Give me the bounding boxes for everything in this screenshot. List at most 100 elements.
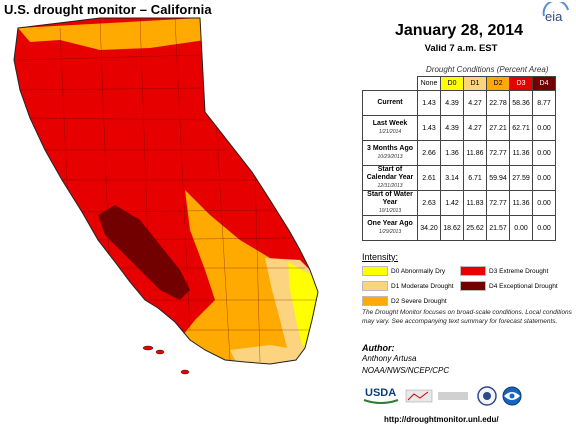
doc-seal bbox=[477, 386, 497, 406]
row-label: Start of Water Year 10/1/2013 bbox=[362, 190, 418, 216]
row-label: Start of Calendar Year 12/31/2013 bbox=[362, 165, 418, 191]
column-header-none: None bbox=[417, 76, 441, 91]
map-title: U.S. drought monitor – California bbox=[4, 2, 212, 17]
row-label: One Year Ago 1/29/2013 bbox=[362, 215, 418, 241]
table-cell: 27.59 bbox=[509, 165, 533, 191]
legend-label-d0: D0 Abnormally Dry bbox=[391, 267, 446, 275]
row-label: Last Week 1/21/2014 bbox=[362, 115, 418, 141]
legend-item-d1: D1 Moderate Drought bbox=[362, 281, 454, 291]
table-cell: 21.57 bbox=[486, 215, 510, 241]
table-row: Start of Calendar Year 12/31/2013 2.61 3.… bbox=[362, 165, 556, 191]
row-date: 1/29/2013 bbox=[378, 229, 402, 235]
row-title: One Year Ago bbox=[367, 220, 413, 227]
table-cell: 4.27 bbox=[463, 90, 487, 116]
row-date: 10/1/2013 bbox=[378, 208, 402, 214]
island bbox=[155, 349, 165, 355]
legend-item-d4: D4 Exceptional Drought bbox=[460, 281, 558, 291]
table-row: One Year Ago 1/29/2013 34.20 18.62 25.62 … bbox=[362, 215, 556, 241]
row-date: 1/21/2014 bbox=[378, 129, 402, 135]
drought-conditions-table: None D0 D1 D2 D3 D4 Current 1.43 4.39 4.… bbox=[362, 76, 556, 241]
row-title: Start of Water Year bbox=[367, 191, 413, 206]
author-heading: Author: bbox=[362, 343, 395, 353]
ndmc-logo bbox=[405, 389, 433, 403]
header-blank bbox=[363, 77, 418, 91]
state-border bbox=[13, 17, 319, 365]
column-header-d1: D1 bbox=[463, 76, 487, 91]
table-cell: 11.36 bbox=[509, 190, 533, 216]
table-cell: 8.77 bbox=[532, 90, 556, 116]
table-cell: 72.77 bbox=[486, 140, 510, 166]
table-cell: 1.43 bbox=[417, 115, 441, 141]
table-cell: 11.83 bbox=[463, 190, 487, 216]
row-date: 10/29/2013 bbox=[377, 154, 403, 160]
table-cell: 3.14 bbox=[440, 165, 464, 191]
table-cell: 1.43 bbox=[417, 90, 441, 116]
table-cell: 27.21 bbox=[486, 115, 510, 141]
table-cell: 2.63 bbox=[417, 190, 441, 216]
table-cell: 58.36 bbox=[509, 90, 533, 116]
usda-logo: USDA bbox=[363, 384, 399, 404]
author-org: NOAA/NWS/NCEP/CPC bbox=[362, 366, 450, 375]
legend-item-d0: D0 Abnormally Dry bbox=[362, 266, 445, 276]
table-row: 3 Months Ago 10/29/2013 2.66 1.36 11.86 7… bbox=[362, 140, 556, 166]
usda-logo-text: USDA bbox=[365, 387, 396, 399]
table-cell: 0.00 bbox=[532, 165, 556, 191]
table-row: Start of Water Year 10/1/2013 2.63 1.42 1… bbox=[362, 190, 556, 216]
row-title: 3 Months Ago bbox=[366, 145, 413, 152]
agency-logos: USDA bbox=[362, 380, 572, 410]
legend-label-d4: D4 Exceptional Drought bbox=[489, 282, 558, 290]
table-cell: 0.00 bbox=[532, 215, 556, 241]
eia-logo-text: eia bbox=[545, 9, 563, 24]
legend-label-d2: D2 Severe Drought bbox=[391, 297, 447, 305]
drought-intensity-regions bbox=[14, 18, 318, 364]
table-cell: 62.71 bbox=[509, 115, 533, 141]
row-title: Last Week bbox=[372, 120, 408, 127]
table-row: Last Week 1/21/2014 1.43 4.39 4.27 27.21 … bbox=[362, 115, 556, 141]
eia-logo: eia bbox=[540, 2, 572, 24]
table-cell: 2.61 bbox=[417, 165, 441, 191]
table-cell: 11.36 bbox=[509, 140, 533, 166]
table-caption: Drought Conditions (Percent Area) bbox=[426, 65, 549, 74]
table-cell: 0.00 bbox=[532, 115, 556, 141]
row-label: 3 Months Ago 10/29/2013 bbox=[362, 140, 418, 166]
table-row: Current 1.43 4.39 4.27 22.78 58.36 8.77 bbox=[362, 90, 556, 116]
legend-title: Intensity: bbox=[362, 252, 399, 262]
table-header-row: None D0 D1 D2 D3 D4 bbox=[363, 76, 556, 91]
disclaimer-note: The Drought Monitor focuses on broad-sca… bbox=[362, 309, 572, 325]
county-lines bbox=[17, 18, 318, 363]
legend-swatch-d0 bbox=[362, 266, 388, 276]
table-cell: 4.39 bbox=[440, 90, 464, 116]
column-header-d2: D2 bbox=[486, 76, 510, 91]
table-cell: 18.62 bbox=[440, 215, 464, 241]
island bbox=[142, 345, 154, 351]
table-cell: 72.77 bbox=[486, 190, 510, 216]
ndmc-wordmark bbox=[438, 392, 468, 400]
legend-item-d2: D2 Severe Drought bbox=[362, 296, 447, 306]
map-date: January 28, 2014 bbox=[394, 22, 524, 39]
table-cell: 4.39 bbox=[440, 115, 464, 141]
noaa-logo bbox=[502, 386, 522, 406]
table-cell: 22.78 bbox=[486, 90, 510, 116]
valid-time: Valid 7 a.m. EST bbox=[424, 43, 498, 54]
table-cell: 2.66 bbox=[417, 140, 441, 166]
legend-swatch-d2 bbox=[362, 296, 388, 306]
author-name: Anthony Artusa bbox=[362, 354, 417, 363]
table-cell: 1.36 bbox=[440, 140, 464, 166]
island bbox=[180, 369, 190, 375]
table-cell: 0.00 bbox=[532, 140, 556, 166]
row-title: Current bbox=[377, 99, 403, 106]
table-cell: 11.86 bbox=[463, 140, 487, 166]
table-cell: 6.71 bbox=[463, 165, 487, 191]
legend-swatch-d3 bbox=[460, 266, 486, 276]
legend-item-d3: D3 Extreme Drought bbox=[460, 266, 548, 276]
table-cell: 25.62 bbox=[463, 215, 487, 241]
table-cell: 0.00 bbox=[532, 190, 556, 216]
source-url[interactable]: http://droughtmonitor.unl.edu/ bbox=[384, 415, 499, 424]
column-header-d4: D4 bbox=[532, 76, 556, 91]
table-cell: 34.20 bbox=[417, 215, 441, 241]
row-label: Current bbox=[362, 90, 418, 116]
legend-label-d3: D3 Extreme Drought bbox=[489, 267, 549, 275]
legend-label-d1: D1 Moderate Drought bbox=[391, 282, 454, 290]
column-header-d0: D0 bbox=[440, 76, 464, 91]
